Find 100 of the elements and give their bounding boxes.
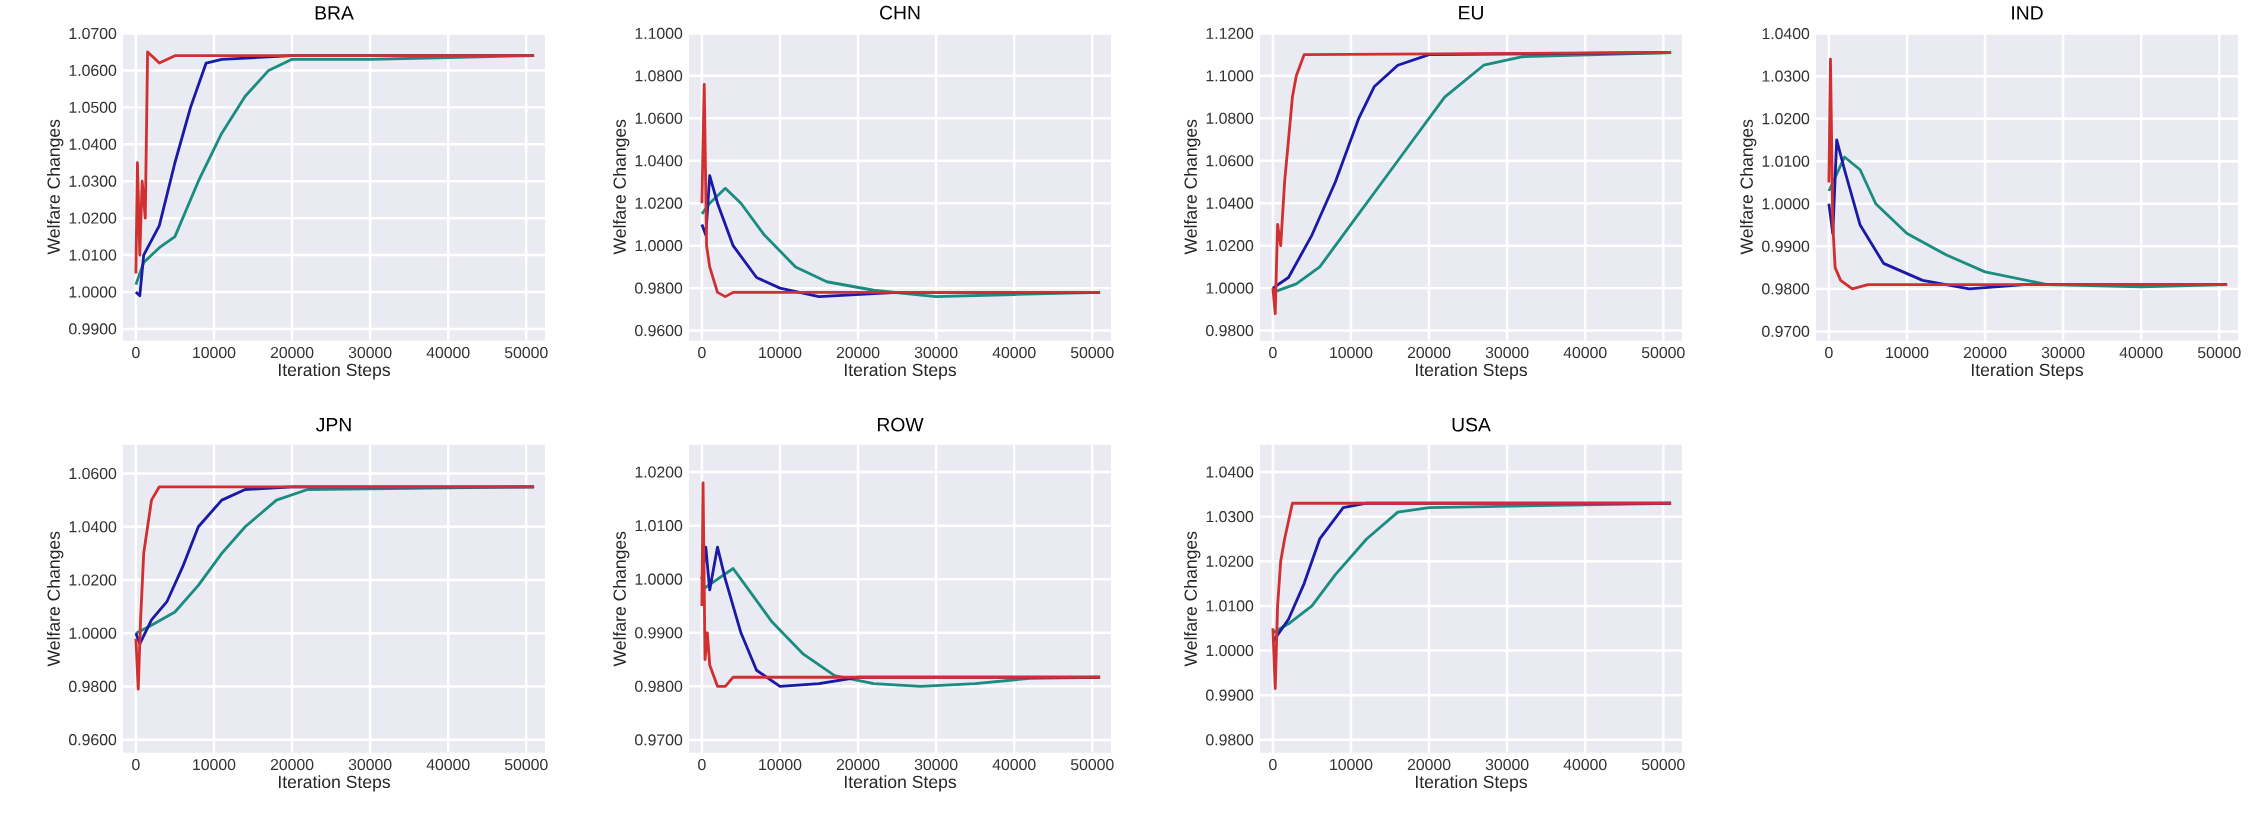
y-tick-label: 1.0400 xyxy=(1206,466,1254,478)
x-axis-title: Iteration Steps xyxy=(1415,775,1528,792)
y-tick-label: 1.0100 xyxy=(635,520,683,532)
chart-title: ROW xyxy=(877,417,924,432)
y-tick-label: 1.0300 xyxy=(1762,70,1810,82)
y-tick-label: 0.9900 xyxy=(1206,689,1254,701)
x-tick-label: 50000 xyxy=(1070,347,1114,359)
x-tick-label: 10000 xyxy=(193,759,236,771)
y-tick-label: 1.0700 xyxy=(69,28,117,40)
y-tick-label: 0.9900 xyxy=(635,627,683,639)
y-tick-label: 1.0100 xyxy=(69,249,117,261)
chart-title: BRA xyxy=(315,6,354,20)
y-tick-label: 1.0000 xyxy=(635,573,683,585)
y-tick-label: 0.9700 xyxy=(635,734,683,746)
x-tick-label: 0 xyxy=(1269,347,1277,359)
x-axis-title: Iteration Steps xyxy=(844,775,957,792)
x-axis-title: Iteration Steps xyxy=(1971,363,2084,380)
y-axis-title: Welfare Changes xyxy=(1184,119,1201,255)
x-tick-label: 40000 xyxy=(2119,347,2163,359)
y-tick-label: 1.1000 xyxy=(1206,70,1254,82)
y-tick-label: 1.0500 xyxy=(69,101,117,114)
y-tick-label: 1.0400 xyxy=(1206,197,1254,209)
y-tick-label: 1.0200 xyxy=(69,212,117,224)
y-axis-title: Welfare Changes xyxy=(47,531,64,667)
y-tick-label: 1.0000 xyxy=(1206,645,1254,657)
y-tick-label: 1.0600 xyxy=(69,468,117,480)
x-axis-title: Iteration Steps xyxy=(278,363,391,380)
x-tick-label: 30000 xyxy=(1485,759,1529,771)
x-tick-label: 20000 xyxy=(1407,759,1451,771)
y-axis-title: Welfare Changes xyxy=(47,119,64,255)
x-tick-label: 40000 xyxy=(426,347,470,359)
x-tick-label: 0 xyxy=(698,759,706,771)
y-tick-label: 0.9600 xyxy=(635,325,683,337)
x-tick-label: 50000 xyxy=(1070,759,1114,771)
x-tick-label: 20000 xyxy=(1407,347,1451,359)
x-tick-label: 50000 xyxy=(1641,347,1685,359)
y-tick-label: 1.0000 xyxy=(1762,198,1810,210)
y-tick-label: 1.0800 xyxy=(635,70,683,82)
chart-title: USA xyxy=(1452,417,1491,432)
x-tick-label: 50000 xyxy=(2197,347,2241,359)
y-tick-label: 1.0400 xyxy=(69,521,117,533)
y-tick-label: 1.0000 xyxy=(635,240,683,252)
y-tick-label: 1.0800 xyxy=(1206,112,1254,125)
x-tick-label: 50000 xyxy=(1641,759,1685,771)
y-tick-label: 0.9900 xyxy=(69,323,117,335)
y-tick-label: 1.0600 xyxy=(1206,155,1254,167)
x-tick-label: 40000 xyxy=(992,759,1036,771)
x-tick-label: 0 xyxy=(132,347,140,359)
y-tick-label: 1.0000 xyxy=(69,627,117,639)
y-tick-label: 1.0100 xyxy=(1206,600,1254,612)
x-tick-label: 20000 xyxy=(270,759,314,771)
y-tick-label: 0.9800 xyxy=(1206,734,1254,746)
chart-title: EU xyxy=(1459,6,1483,20)
x-tick-label: 10000 xyxy=(1886,347,1929,359)
y-tick-label: 0.9800 xyxy=(635,680,683,693)
x-tick-label: 50000 xyxy=(504,759,548,771)
x-tick-label: 20000 xyxy=(836,759,880,771)
y-tick-label: 1.0600 xyxy=(635,112,683,125)
x-tick-label: 30000 xyxy=(348,759,392,771)
y-tick-label: 1.0200 xyxy=(635,197,683,209)
x-tick-label: 50000 xyxy=(504,347,548,359)
y-tick-label: 1.0200 xyxy=(1206,240,1254,252)
x-tick-label: 30000 xyxy=(2041,347,2085,359)
y-tick-label: 1.0300 xyxy=(1206,511,1254,523)
y-tick-label: 1.0400 xyxy=(69,138,117,151)
y-axis-title: Welfare Changes xyxy=(1740,119,1757,255)
y-axis-title: Welfare Changes xyxy=(1184,531,1201,667)
x-tick-label: 10000 xyxy=(759,347,802,359)
x-tick-label: 10000 xyxy=(759,759,802,771)
x-tick-label: 30000 xyxy=(914,759,958,771)
x-tick-label: 20000 xyxy=(1963,347,2007,359)
x-axis-title: Iteration Steps xyxy=(844,363,957,380)
x-tick-label: 0 xyxy=(1825,347,1833,359)
x-axis-title: Iteration Steps xyxy=(278,775,391,792)
y-tick-label: 1.0000 xyxy=(69,286,117,298)
x-tick-label: 40000 xyxy=(992,347,1036,359)
chart-title: IND xyxy=(2012,6,2043,20)
x-tick-label: 10000 xyxy=(1330,759,1373,771)
y-tick-label: 1.0200 xyxy=(635,466,683,478)
x-tick-label: 30000 xyxy=(348,347,392,359)
y-tick-label: 0.9800 xyxy=(69,680,117,693)
y-tick-label: 0.9700 xyxy=(1762,325,1810,338)
x-tick-label: 30000 xyxy=(1485,347,1529,359)
x-tick-label: 0 xyxy=(698,347,706,359)
x-tick-label: 20000 xyxy=(270,347,314,359)
x-tick-label: 0 xyxy=(1269,759,1277,771)
y-tick-label: 1.0100 xyxy=(1762,155,1810,167)
x-tick-label: 40000 xyxy=(1563,759,1607,771)
x-tick-label: 0 xyxy=(132,759,140,771)
x-tick-label: 30000 xyxy=(914,347,958,359)
y-tick-label: 0.9600 xyxy=(69,734,117,746)
y-axis-title: Welfare Changes xyxy=(613,531,630,667)
x-tick-label: 10000 xyxy=(193,347,236,359)
y-tick-label: 0.9800 xyxy=(635,282,683,294)
y-tick-label: 1.0200 xyxy=(1206,555,1254,567)
y-tick-label: 1.0300 xyxy=(69,175,117,187)
y-tick-label: 1.1000 xyxy=(635,27,683,40)
y-tick-label: 1.0400 xyxy=(635,155,683,167)
y-axis-title: Welfare Changes xyxy=(613,119,630,255)
x-tick-label: 10000 xyxy=(1330,347,1373,359)
